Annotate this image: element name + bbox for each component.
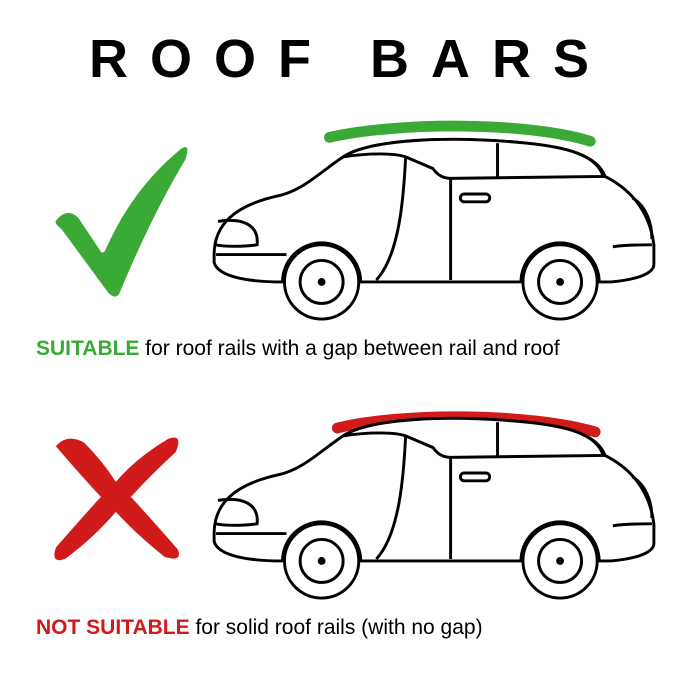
keyword-not-suitable: NOT SUITABLE bbox=[36, 616, 190, 639]
page-title: ROOF BARS bbox=[34, 28, 666, 90]
car-suitable bbox=[202, 108, 666, 323]
car-not-suitable bbox=[202, 387, 666, 602]
row-not-suitable bbox=[34, 387, 666, 602]
caption-suitable: SUITABLE for roof rails with a gap betwe… bbox=[36, 337, 666, 361]
keyword-suitable: SUITABLE bbox=[36, 337, 139, 360]
caption-not-suitable: NOT SUITABLE for solid roof rails (with … bbox=[36, 616, 666, 640]
row-suitable bbox=[34, 108, 666, 323]
check-icon bbox=[34, 131, 194, 301]
caption-suitable-rest: for roof rails with a gap between rail a… bbox=[139, 337, 559, 360]
caption-not-suitable-rest: for solid roof rails (with no gap) bbox=[190, 616, 483, 639]
cross-icon bbox=[34, 420, 194, 570]
